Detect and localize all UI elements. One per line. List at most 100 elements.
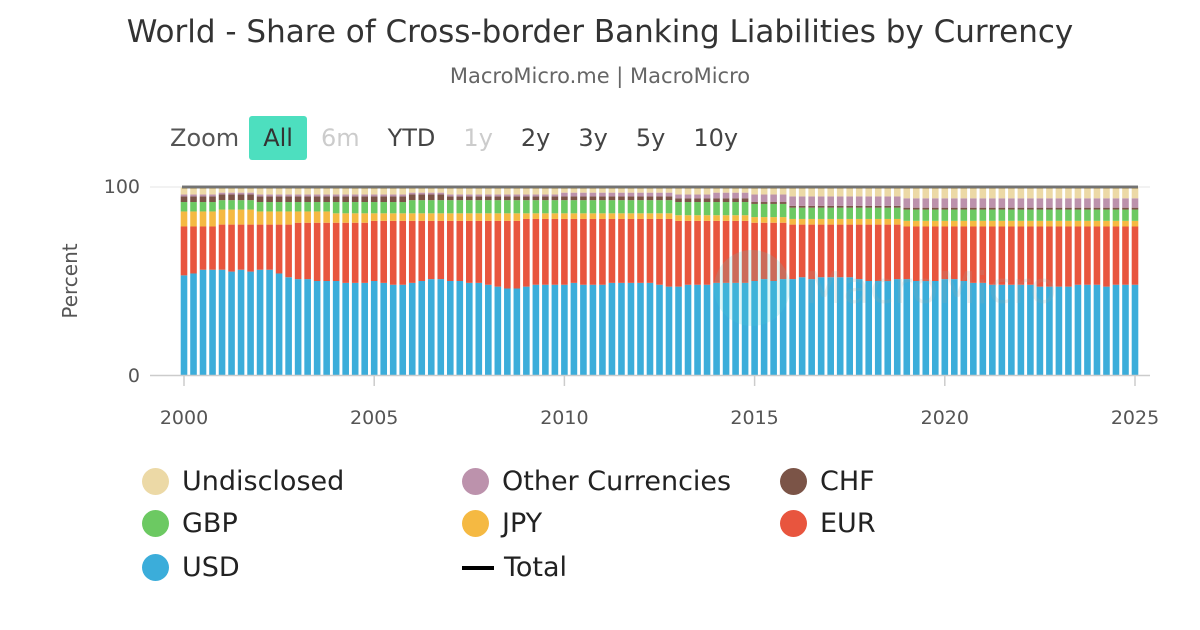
bar-jpy[interactable]	[228, 209, 235, 225]
bar-usd[interactable]	[713, 282, 720, 375]
bar-eur[interactable]	[542, 218, 549, 285]
legend-item-usd[interactable]: USD	[142, 552, 240, 583]
bar-eur[interactable]	[1065, 226, 1072, 287]
bar-jpy[interactable]	[865, 218, 873, 225]
bar-chf[interactable]	[580, 196, 587, 201]
bar-jpy[interactable]	[570, 213, 578, 219]
bar-chf[interactable]	[485, 196, 492, 201]
bar-eur[interactable]	[884, 224, 892, 281]
bar-jpy[interactable]	[665, 213, 673, 219]
bar-undisclosed[interactable]	[504, 187, 511, 195]
bar-usd[interactable]	[608, 282, 616, 375]
bar-eur[interactable]	[1017, 226, 1025, 285]
bar-other-currencies[interactable]	[1055, 198, 1063, 208]
bar-other-currencies[interactable]	[323, 194, 330, 197]
bar-other-currencies[interactable]	[970, 198, 977, 208]
bar-other-currencies[interactable]	[951, 198, 958, 208]
bar-jpy[interactable]	[1131, 220, 1139, 227]
bar-chf[interactable]	[408, 194, 416, 201]
bar-usd[interactable]	[770, 281, 777, 375]
bar-eur[interactable]	[684, 220, 692, 285]
bar-jpy[interactable]	[237, 209, 245, 225]
bar-chf[interactable]	[342, 196, 349, 203]
bar-other-currencies[interactable]	[570, 192, 578, 197]
bar-gbp[interactable]	[304, 202, 311, 212]
bar-undisclosed[interactable]	[960, 187, 968, 199]
bar-other-currencies[interactable]	[941, 198, 949, 208]
bar-other-currencies[interactable]	[332, 194, 340, 197]
bar-other-currencies[interactable]	[494, 194, 502, 197]
bar-other-currencies[interactable]	[456, 194, 464, 197]
bar-other-currencies[interactable]	[1093, 198, 1101, 208]
zoom-all-button[interactable]: All	[249, 116, 307, 160]
bar-gbp[interactable]	[817, 207, 825, 219]
bar-chf[interactable]	[228, 194, 235, 201]
bar-gbp[interactable]	[1027, 209, 1034, 221]
bar-eur[interactable]	[998, 226, 1006, 285]
bar-other-currencies[interactable]	[675, 194, 682, 199]
bar-other-currencies[interactable]	[741, 192, 749, 199]
bar-undisclosed[interactable]	[323, 187, 330, 195]
zoom-3y-button[interactable]: 3y	[578, 124, 608, 152]
bar-jpy[interactable]	[1122, 220, 1129, 227]
bar-undisclosed[interactable]	[656, 187, 663, 193]
bar-eur[interactable]	[893, 224, 901, 280]
bar-eur[interactable]	[646, 218, 654, 283]
bar-undisclosed[interactable]	[599, 187, 606, 193]
bar-gbp[interactable]	[523, 200, 530, 214]
bar-other-currencies[interactable]	[713, 192, 720, 199]
bar-gbp[interactable]	[1112, 209, 1120, 221]
bar-eur[interactable]	[275, 224, 283, 274]
bar-undisclosed[interactable]	[551, 187, 559, 195]
bar-usd[interactable]	[351, 282, 359, 375]
bar-jpy[interactable]	[627, 213, 635, 219]
bar-chf[interactable]	[760, 202, 768, 204]
bar-chf[interactable]	[199, 196, 207, 203]
bar-jpy[interactable]	[523, 213, 530, 219]
bar-gbp[interactable]	[779, 203, 787, 218]
bar-usd[interactable]	[751, 281, 758, 375]
bar-eur[interactable]	[237, 224, 245, 270]
bar-jpy[interactable]	[313, 211, 321, 223]
bar-eur[interactable]	[342, 222, 349, 283]
zoom-6m-button[interactable]: 6m	[320, 124, 360, 152]
bar-jpy[interactable]	[361, 213, 368, 223]
bar-chf[interactable]	[789, 205, 796, 208]
bar-chf[interactable]	[304, 196, 311, 203]
bar-other-currencies[interactable]	[218, 192, 226, 195]
bar-eur[interactable]	[637, 218, 644, 283]
bar-jpy[interactable]	[874, 218, 882, 225]
bar-usd[interactable]	[380, 282, 388, 375]
bar-chf[interactable]	[808, 205, 815, 208]
bar-usd[interactable]	[1103, 286, 1110, 375]
bar-jpy[interactable]	[513, 213, 521, 221]
bar-gbp[interactable]	[485, 200, 492, 214]
bar-undisclosed[interactable]	[561, 187, 568, 193]
bar-eur[interactable]	[931, 226, 939, 281]
bar-undisclosed[interactable]	[542, 187, 549, 195]
bar-other-currencies[interactable]	[209, 194, 216, 197]
bar-jpy[interactable]	[437, 213, 445, 221]
bar-gbp[interactable]	[589, 200, 597, 214]
bar-chf[interactable]	[931, 207, 939, 210]
bar-jpy[interactable]	[675, 215, 682, 221]
bar-undisclosed[interactable]	[979, 187, 987, 199]
bar-other-currencies[interactable]	[893, 196, 901, 206]
bar-jpy[interactable]	[190, 211, 197, 227]
bar-undisclosed[interactable]	[380, 187, 388, 195]
bar-chf[interactable]	[313, 196, 321, 203]
bar-usd[interactable]	[418, 281, 426, 375]
bar-undisclosed[interactable]	[532, 187, 540, 195]
bar-chf[interactable]	[817, 205, 825, 208]
bar-undisclosed[interactable]	[646, 187, 654, 193]
bar-chf[interactable]	[1017, 207, 1025, 210]
bar-eur[interactable]	[523, 218, 530, 287]
bar-undisclosed[interactable]	[1055, 187, 1063, 199]
bar-gbp[interactable]	[228, 200, 235, 210]
bar-usd[interactable]	[446, 281, 454, 375]
bar-jpy[interactable]	[1017, 220, 1025, 227]
bar-undisclosed[interactable]	[180, 187, 188, 195]
bar-undisclosed[interactable]	[931, 187, 939, 199]
bar-other-currencies[interactable]	[770, 194, 777, 203]
bar-chf[interactable]	[798, 205, 806, 208]
